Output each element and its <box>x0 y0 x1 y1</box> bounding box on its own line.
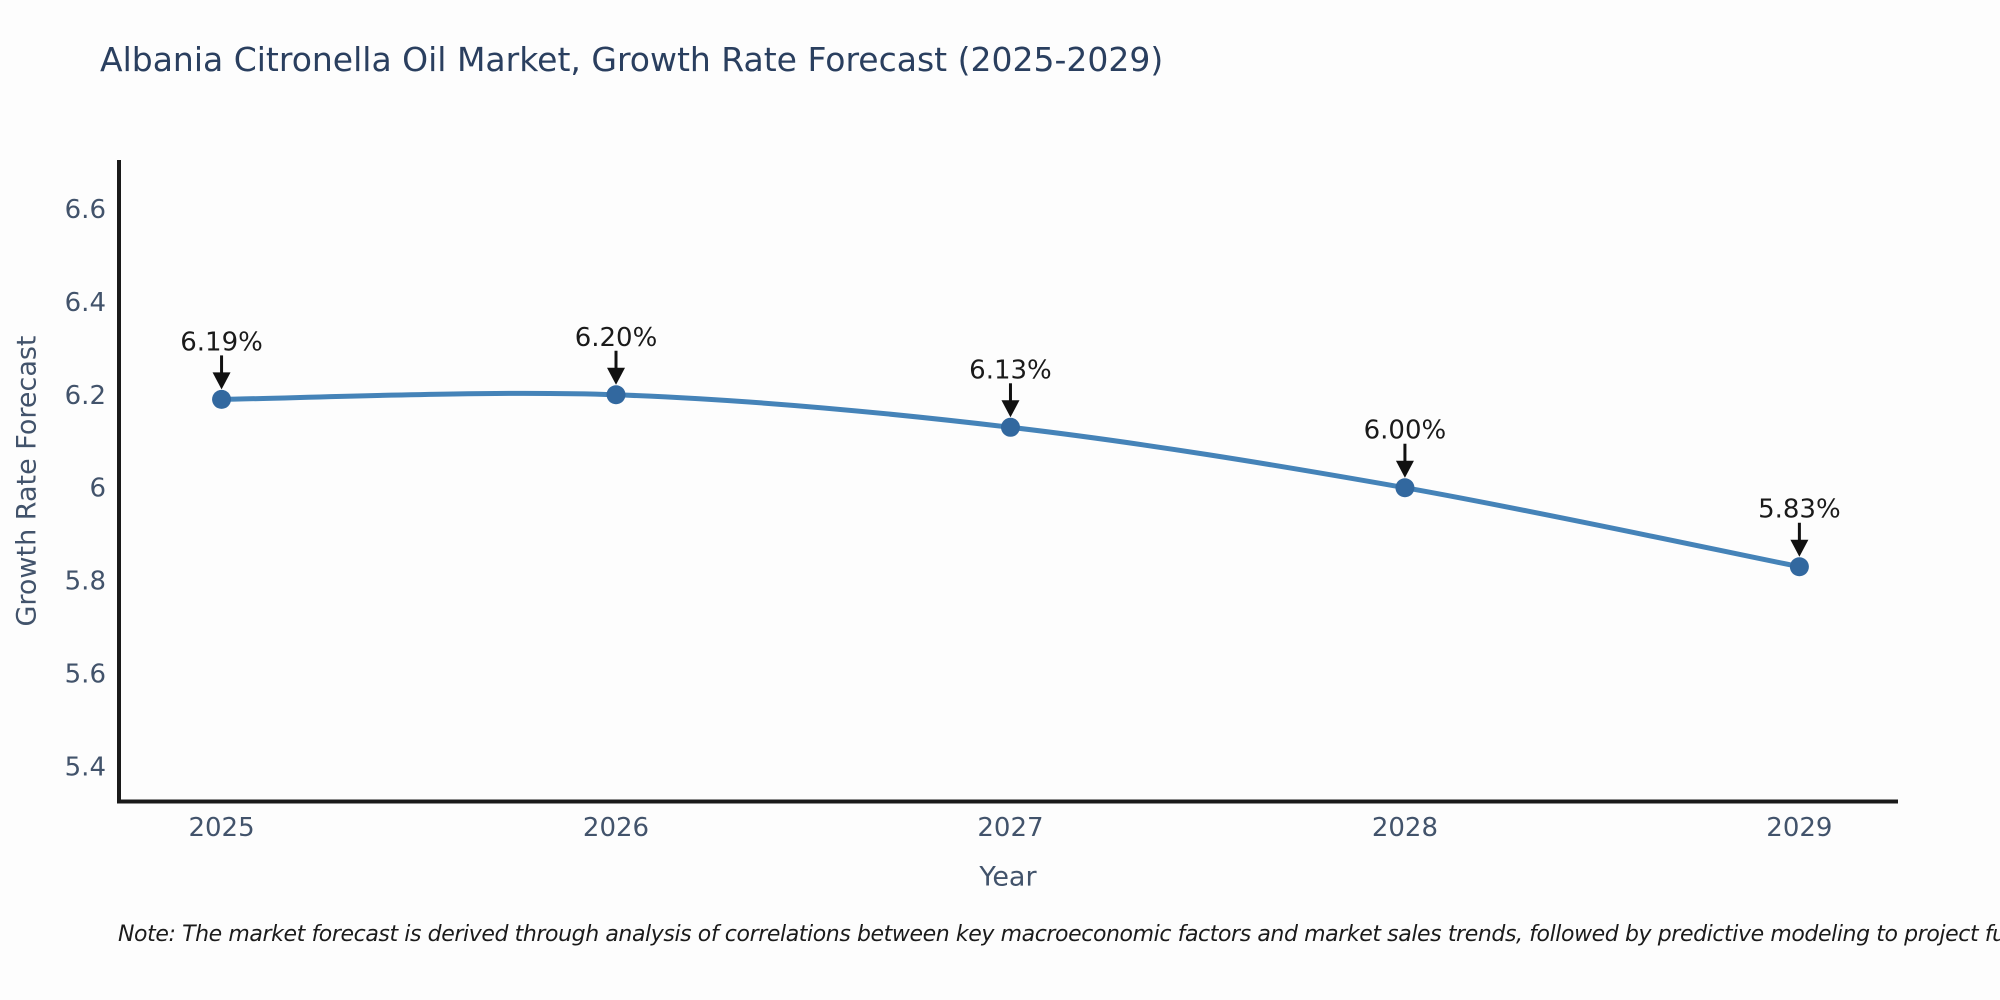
y-tick-label: 5.4 <box>65 753 106 783</box>
annotation-label: 6.13% <box>969 355 1052 385</box>
annotation-label: 6.20% <box>575 323 658 353</box>
y-tick-label: 5.8 <box>65 567 106 597</box>
y-axis-title: Growth Rate Forecast <box>11 335 43 627</box>
x-tick-label: 2025 <box>188 813 254 843</box>
annotation-label: 6.00% <box>1364 416 1447 446</box>
data-point-marker <box>1395 478 1415 498</box>
x-tick-label: 2026 <box>583 813 649 843</box>
annotation-arrow-head <box>1001 400 1020 418</box>
annotation-label: 6.19% <box>180 327 263 357</box>
data-point-marker <box>212 389 232 409</box>
x-tick-label: 2027 <box>977 813 1043 843</box>
footnote: Note: The market forecast is derived thr… <box>118 922 2000 947</box>
data-point-marker <box>606 385 626 405</box>
x-axis-title: Year <box>979 861 1037 893</box>
annotation-arrow-head <box>1395 460 1414 478</box>
data-point-marker <box>1000 417 1020 437</box>
x-tick-label: 2028 <box>1372 813 1438 843</box>
y-tick-label: 6.4 <box>65 288 106 318</box>
y-tick-label: 6.2 <box>65 381 106 411</box>
annotation-arrow-head <box>1790 539 1809 557</box>
data-point-marker <box>1789 557 1809 577</box>
y-tick-label: 5.6 <box>65 660 106 690</box>
annotation-arrow-head <box>607 367 626 385</box>
chart-title: Albania Citronella Oil Market, Growth Ra… <box>100 40 1164 79</box>
annotation-label: 5.83% <box>1758 495 1841 525</box>
annotation-arrow-head <box>212 372 231 390</box>
y-tick-label: 6 <box>89 474 106 504</box>
y-tick-label: 6.6 <box>65 195 106 225</box>
x-tick-label: 2029 <box>1766 813 1832 843</box>
